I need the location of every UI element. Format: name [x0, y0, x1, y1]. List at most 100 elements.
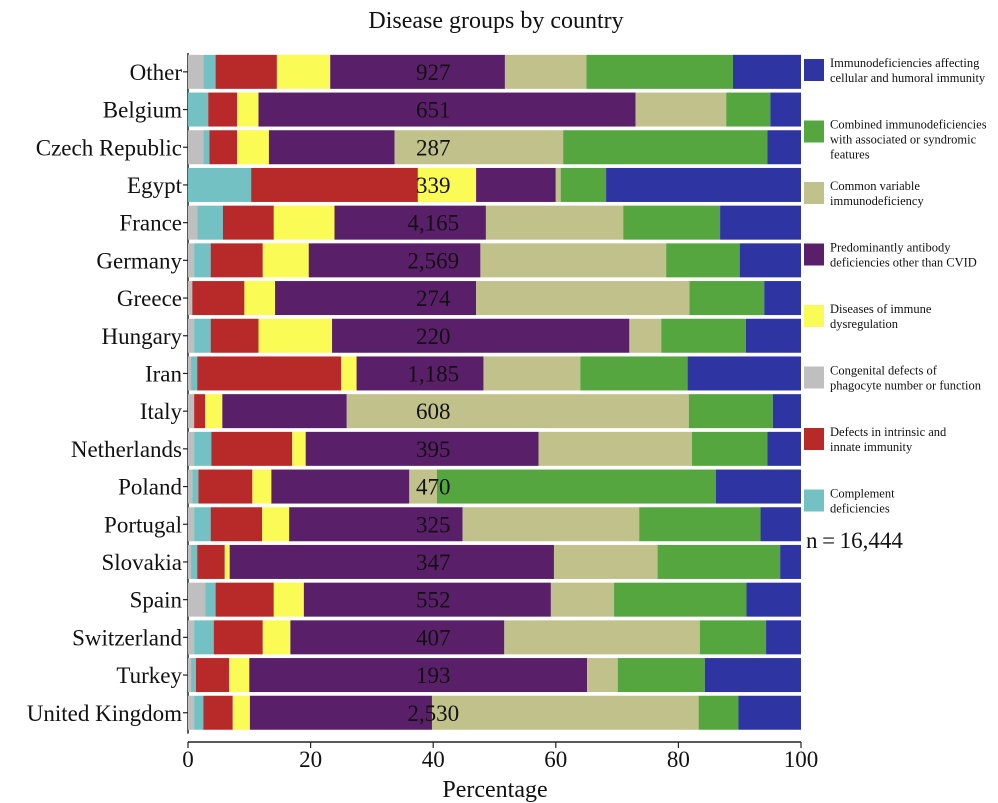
bar-segment: [262, 620, 291, 655]
x-tick-label: 0: [182, 747, 194, 772]
bar-segment: [504, 620, 700, 655]
count-label: 4,165: [407, 211, 459, 236]
bar-segment: [262, 507, 290, 542]
legend-item: Congenital defects of phagocyte number or…: [804, 364, 982, 393]
bar-segment: [194, 431, 212, 466]
bar-row: United Kingdom 2,530: [27, 695, 801, 730]
count-label: 1,185: [407, 361, 459, 386]
bar-segment: [308, 243, 481, 278]
bar-row: Netherlands 395: [71, 431, 801, 466]
bar-segment: [720, 205, 801, 240]
x-axis: 0 20 40 60 80 100: [182, 741, 818, 772]
bar-row: Switzerland 407: [72, 620, 801, 655]
bar-segment: [614, 582, 747, 617]
legend: Immunodeficiencies affecting cellular and…: [804, 56, 987, 516]
bar-segment: [606, 167, 801, 202]
bar-segment: [197, 544, 225, 579]
bar-segment: [188, 281, 193, 316]
bar-segment: [205, 394, 223, 429]
bar-segment: [303, 582, 551, 617]
x-tick-label: 20: [299, 747, 322, 772]
bar-segment: [780, 544, 801, 579]
bar-segment: [417, 167, 477, 202]
bar-row: Spain 552: [130, 582, 801, 617]
bar-segment: [770, 92, 801, 127]
y-tick-label: Germany: [96, 248, 182, 273]
bar-segment: [191, 658, 196, 693]
bar-segment: [560, 167, 607, 202]
bar-segment: [538, 431, 692, 466]
y-tick-label: Hungary: [102, 324, 183, 349]
bar-segment: [555, 167, 561, 202]
bar-segment: [289, 507, 463, 542]
legend-swatch: [804, 182, 824, 204]
bar-segment: [188, 507, 195, 542]
bar-segment: [194, 507, 211, 542]
count-label: 927: [416, 60, 451, 85]
bar-segment: [224, 544, 230, 579]
bar-segment: [258, 318, 333, 353]
bar-row: Belgium 651: [103, 92, 801, 127]
legend-swatch: [804, 59, 824, 81]
bar-segment: [666, 243, 740, 278]
bar-segment: [580, 356, 688, 391]
bar-segment: [273, 582, 304, 617]
x-tick-label: 60: [544, 747, 567, 772]
bar-segment: [276, 54, 331, 89]
count-label: 339: [416, 173, 451, 198]
bar-segment: [760, 507, 801, 542]
bar-segment: [273, 205, 335, 240]
bar-segment: [237, 92, 259, 127]
bar-segment: [275, 281, 477, 316]
bar-segment: [208, 92, 238, 127]
legend-label: Defects in intrinsic and innate immunity: [830, 425, 947, 454]
bar-segment: [209, 130, 238, 165]
bar-segment: [191, 544, 198, 579]
bar-segment: [687, 356, 801, 391]
bar-segment: [188, 620, 195, 655]
bar-segment: [738, 695, 801, 730]
y-tick-label: Switzerland: [72, 625, 182, 650]
bar-segment: [661, 318, 746, 353]
bar-segment: [657, 544, 781, 579]
bar-segment: [739, 243, 801, 278]
chart-title: Disease groups by country: [368, 8, 623, 34]
bar-segment: [188, 318, 195, 353]
bar-segment: [772, 394, 801, 429]
y-tick-label: Turkey: [116, 663, 182, 688]
legend-label: Diseases of immune dysregulation: [830, 302, 932, 331]
bar-segment: [188, 130, 204, 165]
bar-segment: [480, 243, 667, 278]
legend-label: Predominantly antibody deficiencies other…: [830, 241, 977, 270]
bars-layer: Other 927 Belgium 651 Czech Republic 287 Egypt…: [27, 53, 801, 734]
legend-item: Complement deficiencies: [804, 487, 895, 516]
bar-segment: [188, 54, 204, 89]
count-label: 470: [416, 475, 451, 500]
y-tick-label: France: [119, 211, 182, 236]
bar-segment: [550, 582, 615, 617]
legend-item: Diseases of immune dysregulation: [804, 302, 932, 331]
count-label: 2,530: [407, 701, 459, 726]
bar-segment: [194, 394, 206, 429]
bar-segment: [766, 620, 801, 655]
bar-segment: [504, 54, 587, 89]
y-tick-label: Italy: [140, 399, 183, 424]
y-tick-label: United Kingdom: [27, 701, 182, 726]
bar-segment: [191, 356, 198, 391]
bar-segment: [698, 695, 739, 730]
bar-segment: [192, 281, 245, 316]
bar-segment: [268, 130, 395, 165]
bar-segment: [563, 130, 768, 165]
y-tick-label: Netherlands: [71, 437, 182, 462]
legend-item: Combined immunodeficiencies with associat…: [804, 118, 987, 162]
bar-segment: [617, 658, 705, 693]
bar-segment: [229, 658, 250, 693]
bar-segment: [192, 469, 199, 504]
bar-row: Poland 470: [118, 469, 801, 504]
bar-segment: [436, 469, 716, 504]
bar-segment: [215, 54, 277, 89]
y-tick-label: Greece: [117, 286, 182, 311]
bar-segment: [726, 92, 771, 127]
bar-segment: [252, 469, 272, 504]
bar-row: Hungary 220: [102, 318, 801, 353]
